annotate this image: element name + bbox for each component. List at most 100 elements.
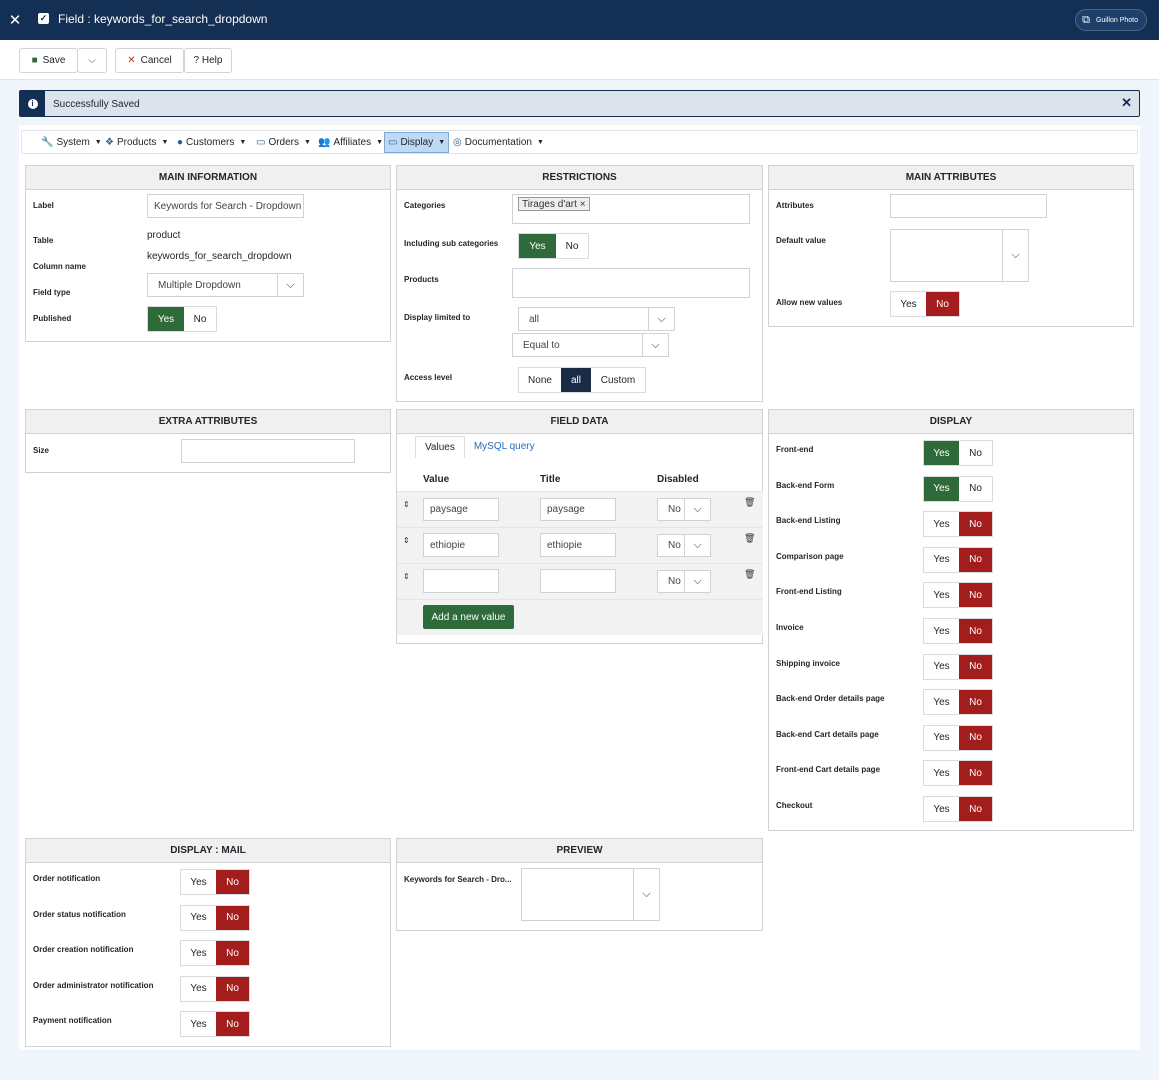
attributes-input[interactable]: [890, 194, 1047, 218]
menu-products[interactable]: ❖ Products ▼: [105, 132, 168, 153]
products-input[interactable]: [512, 268, 750, 298]
menu-customers[interactable]: ● Customers ▼: [177, 132, 246, 153]
toggle-yes[interactable]: Yes: [190, 912, 207, 924]
toggle-no[interactable]: No: [216, 870, 249, 894]
default-value-select[interactable]: ⌵: [890, 229, 1029, 282]
row-disabled-select[interactable]: No ⌵: [657, 534, 711, 557]
row-disabled-select[interactable]: No ⌵: [657, 570, 711, 593]
toggle-no[interactable]: No: [959, 725, 992, 750]
row-title-input[interactable]: paysage: [540, 498, 616, 521]
published-toggle[interactable]: Yes No: [147, 306, 217, 332]
yes-no-toggle[interactable]: Yes No: [923, 653, 993, 680]
subcat-toggle[interactable]: Yes No: [518, 233, 589, 259]
toggle-yes[interactable]: Yes: [933, 767, 950, 779]
toggle-no[interactable]: No: [959, 547, 992, 572]
row-value-input[interactable]: ethiopie: [423, 533, 499, 557]
toggle-yes[interactable]: Yes: [933, 803, 950, 815]
toggle-no[interactable]: No: [959, 690, 992, 715]
yes-no-toggle[interactable]: Yes No: [923, 724, 993, 751]
access-all[interactable]: all: [561, 368, 591, 392]
allow-new-values-toggle[interactable]: Yes No: [890, 291, 960, 317]
yes-no-toggle[interactable]: Yes No: [923, 546, 993, 573]
cancel-button[interactable]: ✕ Cancel: [115, 48, 184, 73]
toggle-no[interactable]: No: [959, 512, 992, 537]
yes-no-toggle[interactable]: Yes No: [180, 1011, 250, 1038]
yes-no-toggle[interactable]: Yes No: [923, 618, 993, 644]
toggle-no[interactable]: No: [969, 483, 982, 495]
menu-display[interactable]: ▭ Display ▼: [384, 132, 450, 153]
toggle-no[interactable]: No: [216, 905, 249, 930]
help-button[interactable]: ? Help: [184, 48, 232, 73]
yes-no-toggle[interactable]: Yes No: [923, 760, 993, 787]
toggle-no[interactable]: No: [959, 654, 992, 679]
menu-affiliates[interactable]: 👥 Affiliates ▼: [318, 132, 383, 153]
published-yes[interactable]: Yes: [148, 307, 184, 331]
toggle-yes[interactable]: Yes: [933, 625, 950, 637]
tab-mysql-query[interactable]: MySQL query: [473, 441, 535, 452]
toggle-yes[interactable]: Yes: [924, 476, 959, 501]
size-input[interactable]: [181, 439, 355, 463]
access-level-toggle[interactable]: None all Custom: [518, 367, 646, 393]
toggle-yes[interactable]: Yes: [933, 554, 950, 566]
row-value-input[interactable]: paysage: [423, 498, 499, 521]
subcat-yes[interactable]: Yes: [519, 234, 556, 258]
yes-no-toggle[interactable]: Yes No: [923, 582, 993, 609]
toggle-yes[interactable]: Yes: [933, 518, 950, 530]
yes-no-toggle[interactable]: Yes No: [923, 511, 993, 538]
drag-handle-icon[interactable]: ⇕: [403, 536, 410, 545]
trash-icon[interactable]: 🗑: [744, 497, 756, 507]
close-alert-icon[interactable]: ✕: [1121, 95, 1132, 110]
toggle-no[interactable]: No: [959, 619, 992, 643]
yes-no-toggle[interactable]: Yes No: [923, 689, 993, 716]
toggle-no[interactable]: No: [216, 1012, 249, 1037]
allow-new-yes[interactable]: Yes: [900, 298, 917, 310]
toggle-no[interactable]: No: [959, 797, 992, 821]
access-none[interactable]: None: [528, 374, 552, 386]
categories-input[interactable]: Tirages d'art ×: [512, 194, 750, 224]
toggle-yes[interactable]: Yes: [190, 1018, 207, 1030]
user-site-button[interactable]: ⧉ Guillon Photo: [1075, 9, 1147, 31]
toggle-no[interactable]: No: [216, 941, 249, 966]
row-disabled-select[interactable]: No ⌵: [657, 498, 711, 521]
toggle-no[interactable]: No: [959, 761, 992, 786]
toggle-yes[interactable]: Yes: [933, 661, 950, 673]
menu-system[interactable]: 🔧 System ▼: [41, 132, 102, 153]
toggle-no[interactable]: No: [969, 447, 982, 459]
label-input[interactable]: Keywords for Search - Dropdown: [147, 194, 304, 218]
trash-icon[interactable]: 🗑: [744, 533, 756, 543]
row-title-input[interactable]: ethiopie: [540, 533, 616, 557]
tab-values[interactable]: Values: [415, 436, 465, 458]
preview-select[interactable]: ⌵: [521, 868, 660, 921]
yes-no-toggle[interactable]: Yes No: [923, 440, 993, 466]
menu-orders[interactable]: ▭ Orders ▼: [256, 132, 311, 153]
joomla-logo-icon[interactable]: ✕: [8, 12, 22, 29]
yes-no-toggle[interactable]: Yes No: [923, 796, 993, 822]
display-limited-select[interactable]: all ⌵: [518, 307, 675, 331]
yes-no-toggle[interactable]: Yes No: [180, 940, 250, 967]
save-dropdown-button[interactable]: ⌵: [77, 48, 107, 73]
field-type-select[interactable]: Multiple Dropdown ⌵: [147, 273, 304, 297]
subcat-no[interactable]: No: [565, 240, 579, 252]
toggle-yes[interactable]: Yes: [933, 589, 950, 601]
drag-handle-icon[interactable]: ⇕: [403, 500, 410, 509]
category-tag[interactable]: Tirages d'art ×: [518, 197, 590, 211]
toggle-yes[interactable]: Yes: [190, 876, 207, 888]
yes-no-toggle[interactable]: Yes No: [180, 869, 250, 895]
save-button[interactable]: ■ Save: [19, 48, 78, 73]
remove-tag-icon[interactable]: ×: [579, 199, 586, 210]
toggle-no[interactable]: No: [216, 976, 249, 1001]
toggle-yes[interactable]: Yes: [190, 983, 207, 995]
toggle-yes[interactable]: Yes: [933, 732, 950, 744]
toggle-yes[interactable]: Yes: [190, 947, 207, 959]
allow-new-no[interactable]: No: [926, 292, 959, 316]
row-title-input[interactable]: [540, 569, 616, 593]
yes-no-toggle[interactable]: Yes No: [180, 975, 250, 1002]
equal-to-select[interactable]: Equal to ⌵: [512, 333, 669, 357]
published-no[interactable]: No: [193, 313, 207, 325]
row-value-input[interactable]: [423, 569, 499, 593]
add-new-value-button[interactable]: Add a new value: [423, 605, 514, 629]
toggle-no[interactable]: No: [959, 583, 992, 608]
trash-icon[interactable]: 🗑: [744, 569, 756, 579]
toggle-yes[interactable]: Yes: [933, 696, 950, 708]
access-custom[interactable]: Custom: [600, 374, 636, 386]
